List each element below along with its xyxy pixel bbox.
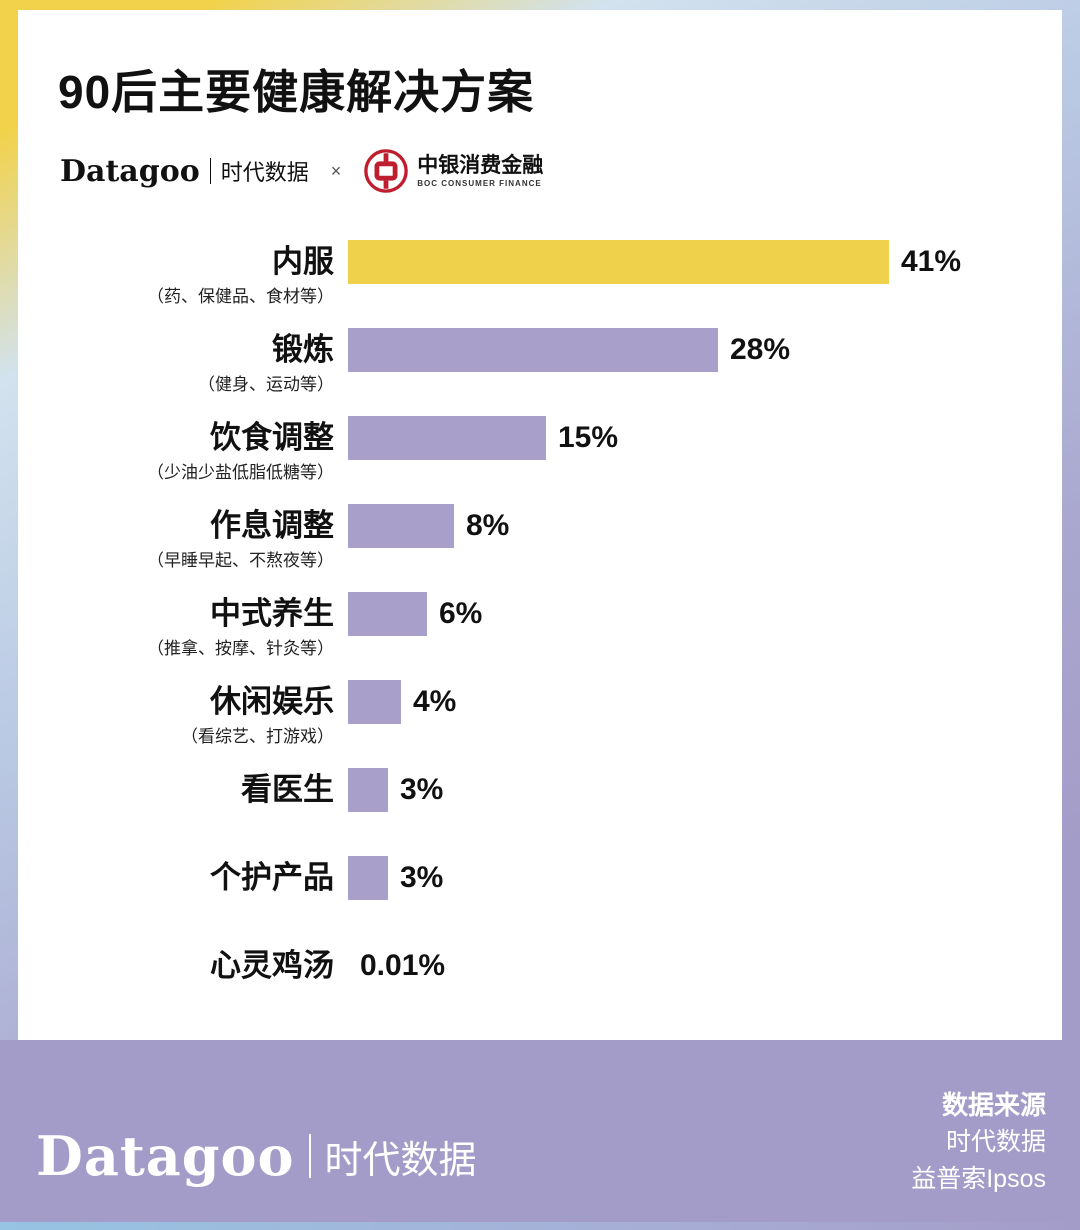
chart-row: 内服 （药、保健品、食材等） 41% (18, 240, 1062, 310)
boc-text-block: 中银消费金融 BOC CONSUMER FINANCE (417, 154, 543, 187)
bar (348, 416, 546, 460)
bar-track: 15% (348, 416, 1062, 486)
category-label: 饮食调整 (210, 420, 334, 455)
bar (348, 504, 454, 548)
value-label: 4% (413, 685, 457, 718)
bar-track: 28% (348, 328, 1062, 398)
chart-row: 心灵鸡汤 0.01% (18, 944, 1062, 1014)
category-label-group: 看医生 (18, 768, 348, 838)
datagoo-logo: Datagoo 时代数据 (60, 154, 309, 189)
category-label-group: 作息调整 （早睡早起、不熬夜等） (18, 504, 348, 574)
bar-track: 8% (348, 504, 1062, 574)
data-source-block: 数据来源 时代数据 益普索Ipsos (911, 1086, 1046, 1198)
category-sublabel: （看综艺、打游戏） (181, 727, 334, 746)
chart-row: 饮食调整 （少油少盐低脂低糖等） 15% (18, 416, 1062, 486)
bar-track: 3% (348, 768, 1062, 838)
category-label: 心灵鸡汤 (210, 948, 334, 983)
brand-divider (209, 158, 211, 184)
category-label: 个护产品 (210, 860, 334, 895)
bar-track: 41% (348, 240, 1062, 310)
partner-name: 中银消费金融 (417, 154, 544, 178)
bar (348, 592, 427, 636)
cross-symbol: × (330, 160, 342, 181)
category-label: 作息调整 (210, 508, 334, 543)
source-line: 时代数据 (945, 1128, 1046, 1156)
category-sublabel: （少油少盐低脂低糖等） (147, 463, 334, 482)
footer-band: Datagoo 时代数据 数据来源 时代数据 益普索Ipsos (0, 1040, 1080, 1230)
bar-track: 6% (348, 592, 1062, 662)
bar (348, 328, 718, 372)
value-label: 15% (558, 421, 619, 454)
brand-name: Datagoo (60, 153, 200, 189)
partner-subtitle: BOC CONSUMER FINANCE (417, 178, 542, 188)
category-label: 看医生 (241, 772, 334, 807)
boc-logo: 中银消费金融 BOC CONSUMER FINANCE (363, 148, 543, 194)
chart-row: 休闲娱乐 （看综艺、打游戏） 4% (18, 680, 1062, 750)
value-label: 41% (901, 245, 962, 278)
value-label: 28% (730, 333, 791, 366)
value-label: 3% (400, 861, 444, 894)
boc-coin-icon (364, 149, 409, 193)
bar (348, 240, 889, 284)
category-sublabel: （药、保健品、食材等） (147, 287, 334, 306)
bottom-edge-strip (0, 1222, 1080, 1230)
category-sublabel: （推拿、按摩、针灸等） (147, 639, 334, 658)
category-label-group: 休闲娱乐 （看综艺、打游戏） (18, 680, 348, 750)
value-label: 0.01% (360, 949, 446, 982)
footer-brand-suffix: 时代数据 (324, 1139, 477, 1182)
category-label-group: 中式养生 （推拿、按摩、针灸等） (18, 592, 348, 662)
footer-brand-divider (308, 1134, 311, 1178)
category-label: 内服 (272, 244, 334, 279)
source-line: 益普索Ipsos (911, 1165, 1046, 1193)
logo-row: Datagoo 时代数据 × 中银消费金融 BOC CONSUMER FINAN… (60, 148, 1062, 194)
bar-track: 4% (348, 680, 1062, 750)
category-sublabel: （早睡早起、不熬夜等） (147, 551, 334, 570)
category-label-group: 心灵鸡汤 (18, 944, 348, 1014)
category-sublabel: （健身、运动等） (198, 375, 334, 394)
brand-suffix: 时代数据 (220, 160, 309, 185)
bar-chart: 内服 （药、保健品、食材等） 41% 锻炼 （健身、运动等） 28% 饮食调整 （少油少盐低脂… (18, 240, 1062, 1014)
bar (348, 856, 388, 900)
category-label-group: 个护产品 (18, 856, 348, 926)
category-label-group: 内服 （药、保健品、食材等） (18, 240, 348, 310)
category-label-group: 饮食调整 （少油少盐低脂低糖等） (18, 416, 348, 486)
bar-track: 3% (348, 856, 1062, 926)
bar (348, 768, 388, 812)
chart-row: 中式养生 （推拿、按摩、针灸等） 6% (18, 592, 1062, 662)
value-label: 8% (466, 509, 510, 542)
chart-card: 90后主要健康解决方案 Datagoo 时代数据 × 中银消费金融 BOC CO… (18, 10, 1062, 1040)
source-label: 数据来源 (941, 1090, 1046, 1120)
value-label: 6% (439, 597, 483, 630)
chart-row: 看医生 3% (18, 768, 1062, 838)
category-label: 休闲娱乐 (210, 684, 334, 719)
chart-row: 锻炼 （健身、运动等） 28% (18, 328, 1062, 398)
category-label-group: 锻炼 （健身、运动等） (18, 328, 348, 398)
footer-logo: Datagoo 时代数据 (36, 1124, 477, 1188)
bar (348, 680, 401, 724)
category-label: 中式养生 (210, 596, 334, 631)
value-label: 3% (400, 773, 444, 806)
category-label: 锻炼 (272, 332, 334, 367)
bar-track: 0.01% (348, 944, 1062, 1014)
page-title: 90后主要健康解决方案 (58, 66, 535, 118)
chart-row: 个护产品 3% (18, 856, 1062, 926)
chart-row: 作息调整 （早睡早起、不熬夜等） 8% (18, 504, 1062, 574)
footer-brand-name: Datagoo (36, 1124, 295, 1188)
